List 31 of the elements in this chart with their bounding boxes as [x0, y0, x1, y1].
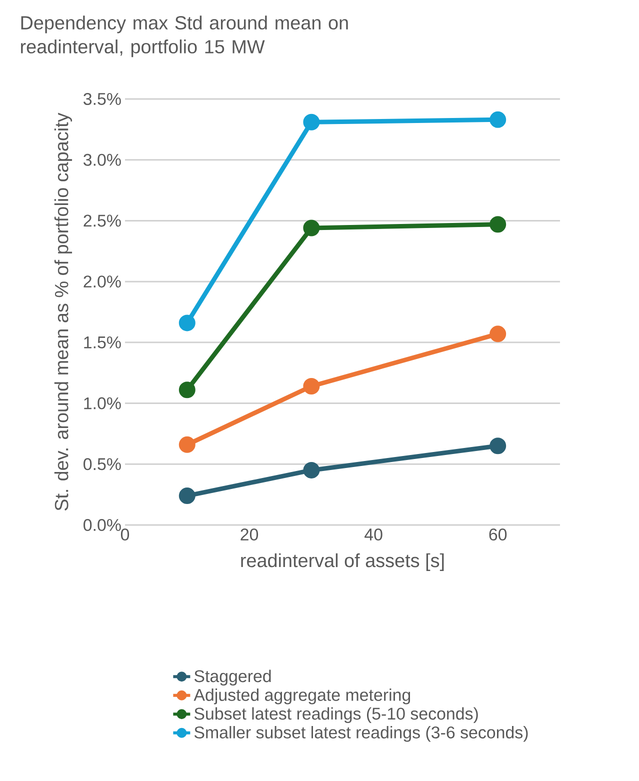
y-tick-label: 2.0%: [84, 276, 121, 288]
y-tick-label: 0.5%: [84, 458, 121, 470]
y-tick-label: 3.5%: [84, 92, 121, 105]
point: [490, 216, 506, 233]
point: [178, 382, 196, 398]
y-tick-label: 0.0%: [84, 518, 121, 531]
point: [178, 436, 196, 453]
y-tick-label: 2.5%: [84, 214, 121, 227]
y-tick-label: 1.5%: [84, 336, 121, 348]
x-tick-label: 40: [364, 528, 382, 541]
point: [490, 111, 506, 128]
chart-title: Dependency max Std around mean on readinterval, portfolio 15 MW: [21, 16, 348, 58]
x-tick-label: 60: [489, 528, 507, 541]
point: [178, 314, 196, 332]
y-tick-label: 3.0%: [84, 154, 121, 166]
point: [303, 220, 320, 236]
legend-label: Adjusted aggregate metering: [194, 688, 410, 704]
legend-label: Subset latest readings (5-10 seconds): [194, 707, 478, 724]
point: [303, 462, 320, 478]
point: [490, 438, 506, 454]
legend-label: Smaller subset latest readings (3-6 seconds): [194, 726, 528, 742]
x-tick-label: 20: [240, 528, 258, 541]
y-axis-title: St. dev. around mean as % of portfolio capacity: [54, 112, 72, 511]
x-axis-title: readinterval of assets [s]: [241, 553, 444, 571]
point: [178, 488, 196, 504]
point: [490, 326, 506, 342]
y-tick-label: 1.0%: [84, 397, 121, 410]
legend-label: Staggered: [194, 670, 271, 686]
point: [303, 114, 320, 130]
x-tick-label: 0: [120, 528, 130, 541]
point: [303, 378, 320, 394]
